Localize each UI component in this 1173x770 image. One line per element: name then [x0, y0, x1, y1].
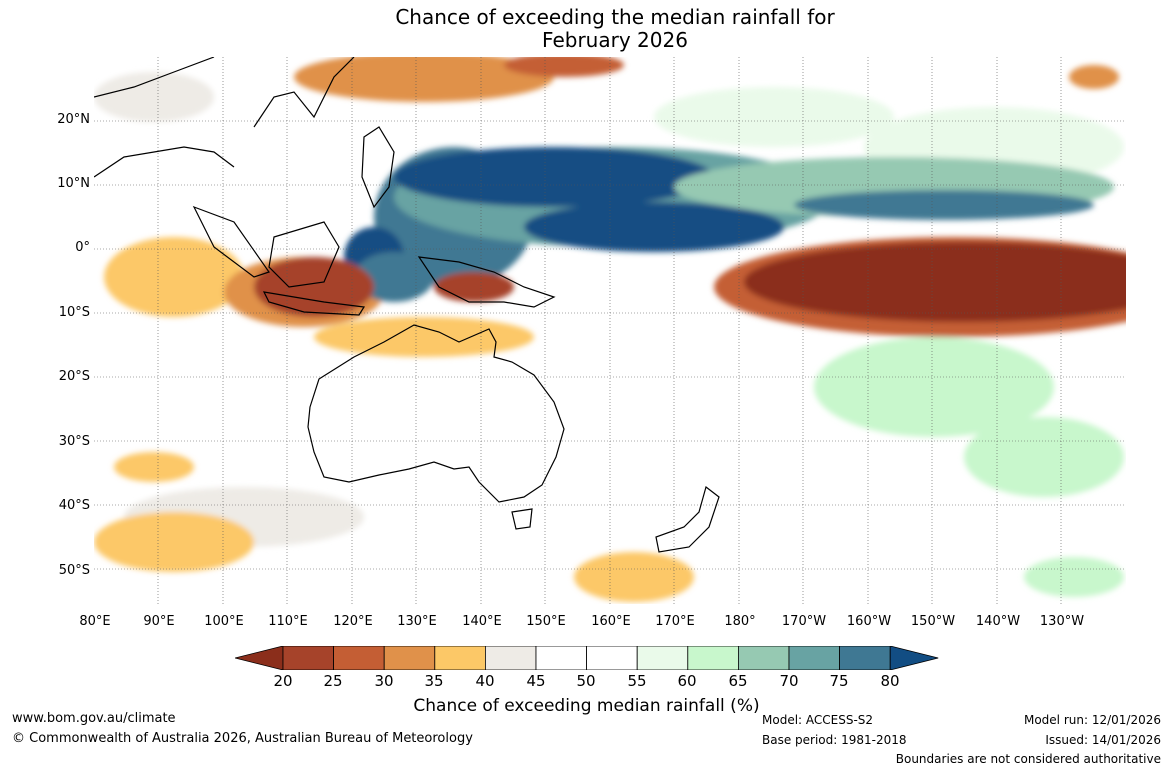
lat-label-50s: 50°S [58, 563, 90, 578]
colorbar-segment [636, 646, 689, 670]
disclaimer-text: Boundaries are not considered authoritat… [895, 752, 1161, 766]
colorbar-segment [282, 646, 334, 670]
lon-label: 170°W [781, 614, 827, 629]
new-zealand-coast [655, 485, 720, 553]
colorbar-segment [333, 646, 385, 670]
lon-label: 130°W [1039, 614, 1085, 629]
lon-label: 160°W [846, 614, 892, 629]
lon-label: 90°E [143, 614, 175, 629]
copyright-text: © Commonwealth of Australia 2026, Austra… [12, 731, 473, 746]
colorbar-tick: 40 [475, 672, 495, 690]
new-guinea-coast [417, 256, 556, 308]
colorbar-segment [434, 646, 486, 670]
borneo-coast [268, 221, 340, 288]
colorbar-segment [839, 646, 891, 670]
asia-coast [94, 57, 355, 178]
colorbar-tick: 25 [323, 672, 343, 690]
lon-label: 80°E [79, 614, 111, 629]
rainfall-anomaly-fields [94, 57, 1126, 602]
colorbar-segment [586, 646, 638, 670]
lon-label: 140°E [462, 614, 502, 629]
colorbar-tick: 80 [880, 672, 900, 690]
lat-label-0: 0° [75, 240, 90, 255]
colorbar-label: Chance of exceeding median rainfall (%) [413, 696, 760, 716]
colorbar-segment [383, 646, 436, 670]
colorbar-tick: 65 [728, 672, 748, 690]
lon-label: 160°E [591, 614, 631, 629]
colorbar-tick: 60 [677, 672, 697, 690]
australia-coast [307, 324, 565, 503]
colorbar-tick: 55 [627, 672, 647, 690]
colorbar-segment [788, 646, 840, 670]
lat-label-10n: 10°N [57, 176, 90, 191]
colorbar-tick: 35 [424, 672, 444, 690]
map-title-line2: February 2026 [542, 28, 688, 52]
base-period-text: Base period: 1981-2018 [762, 733, 907, 747]
lon-label: 150°W [910, 614, 956, 629]
colorbar-segment [484, 646, 537, 670]
graticule [94, 57, 1126, 604]
colorbar-tick: 30 [374, 672, 394, 690]
issued-text: Issued: 14/01/2026 [1045, 733, 1161, 747]
lon-label: 110°E [268, 614, 308, 629]
lon-label: 120°E [333, 614, 373, 629]
lon-label: 180° [724, 614, 756, 629]
colorbar-segment [737, 646, 790, 670]
java-coast [262, 291, 366, 316]
philippines-coast [361, 126, 395, 209]
colorbar [235, 646, 939, 670]
colorbar-tick: 45 [526, 672, 546, 690]
lon-label: 100°E [204, 614, 244, 629]
model-text: Model: ACCESS-S2 [762, 713, 874, 727]
lon-label: 130°E [397, 614, 437, 629]
colorbar-extend-low [235, 646, 284, 670]
colorbar-tick: 50 [576, 672, 596, 690]
lon-label: 170°E [655, 614, 695, 629]
website-link[interactable]: www.bom.gov.au/climate [12, 711, 176, 726]
lat-label-30s: 30°S [58, 434, 90, 449]
colorbar-segment [687, 646, 739, 670]
tasmania-coast [511, 508, 533, 530]
colorbar-tick: 75 [829, 672, 849, 690]
rainfall-outlook-map [94, 57, 1126, 604]
model-run-text: Model run: 12/01/2026 [1023, 713, 1161, 727]
lat-label-20s: 20°S [58, 369, 90, 384]
map-title-line1: Chance of exceeding the median rainfall … [395, 5, 835, 29]
lat-label-10s: 10°S [58, 305, 90, 320]
coastlines [94, 57, 720, 553]
colorbar-tick: 20 [273, 672, 293, 690]
lon-label: 140°W [975, 614, 1021, 629]
colorbar-extend-high [889, 646, 939, 670]
lon-label: 150°E [526, 614, 566, 629]
lat-label-40s: 40°S [58, 498, 90, 513]
colorbar-segment [535, 646, 587, 670]
sumatra-coast [192, 205, 270, 278]
lat-label-20n: 20°N [57, 112, 90, 127]
colorbar-tick: 70 [779, 672, 799, 690]
